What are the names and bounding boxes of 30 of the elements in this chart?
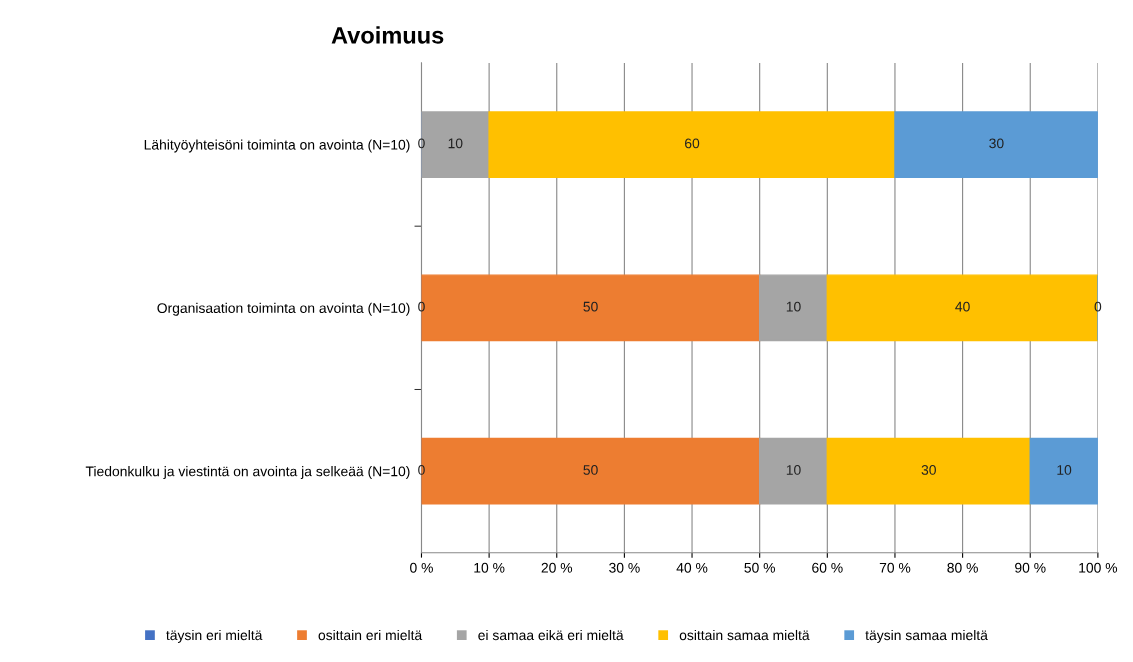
x-tick-label: 10 % bbox=[474, 562, 505, 573]
x-tick-label: 20 % bbox=[541, 562, 573, 573]
x-tick-label: 0 % bbox=[410, 562, 433, 573]
legend-label: osittain eri mieltä bbox=[318, 629, 423, 641]
x-tick-label: 60 % bbox=[812, 562, 843, 573]
x-tick-label: 90 % bbox=[1015, 562, 1046, 573]
x-tick-label: 70 % bbox=[879, 562, 911, 573]
legend-label: ei samaa eikä eri mieltä bbox=[478, 629, 624, 641]
chart-title: Avoimuus bbox=[331, 26, 444, 44]
legend-label: osittain samaa mieltä bbox=[679, 629, 810, 641]
x-tick-label: 40 % bbox=[676, 562, 708, 573]
data-label: 30 bbox=[989, 138, 1004, 149]
data-label: 10 bbox=[1057, 465, 1072, 475]
data-label: 10 bbox=[448, 138, 463, 149]
x-tick-label: 100 % bbox=[1079, 562, 1118, 573]
data-label: 50 bbox=[583, 301, 598, 312]
data-label: 30 bbox=[921, 465, 936, 475]
y-tick-label: Lähityöyhteisöni toiminta on avointa (N=10) bbox=[144, 139, 410, 153]
legend-label: täysin samaa mieltä bbox=[865, 629, 988, 643]
data-label: 50 bbox=[583, 465, 598, 475]
data-label: 10 bbox=[786, 301, 801, 312]
x-tick-label: 30 % bbox=[609, 562, 640, 573]
data-label: 60 bbox=[685, 138, 700, 149]
y-tick-label: Organisaation toiminta on avointa (N=10) bbox=[157, 302, 410, 316]
legend-label: täysin eri mieltä bbox=[166, 629, 263, 643]
y-tick-label: Tiedonkulku ja viestintä on avointa ja selkeää (N=10) bbox=[85, 466, 410, 480]
data-label: 40 bbox=[955, 301, 970, 312]
data-label: 10 bbox=[786, 465, 801, 475]
x-tick-label: 80 % bbox=[947, 562, 978, 573]
x-tick-label: 50 % bbox=[744, 562, 776, 573]
